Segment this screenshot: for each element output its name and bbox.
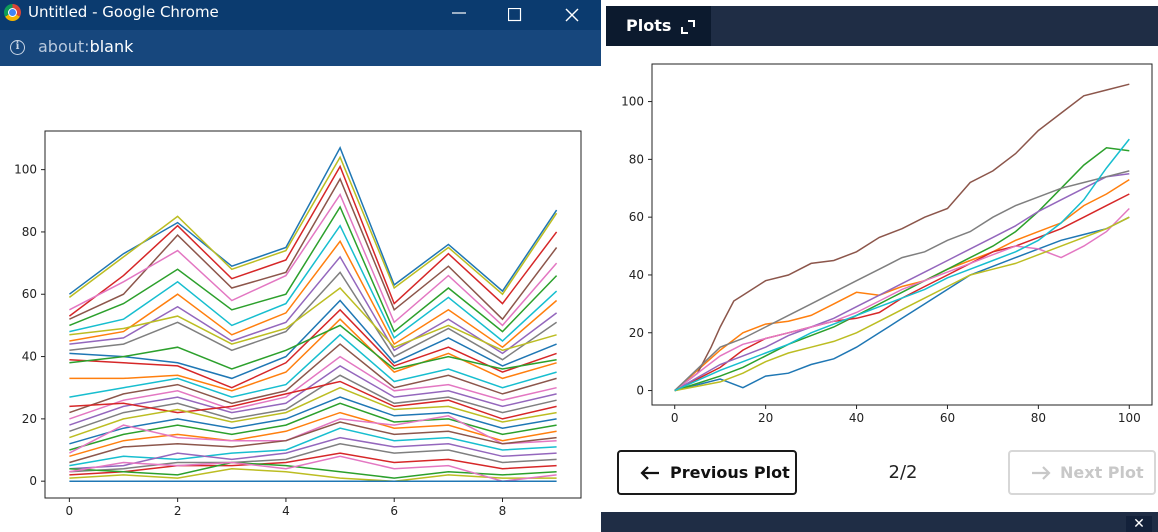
x-tick-label: 6 bbox=[390, 504, 398, 518]
series-line bbox=[69, 365, 557, 426]
series-line bbox=[69, 318, 557, 392]
series-line bbox=[69, 205, 558, 333]
series-line bbox=[68, 164, 558, 317]
next-plot-button[interactable]: Next Plot bbox=[1008, 450, 1156, 495]
address-bar[interactable]: i about:blank bbox=[0, 30, 601, 66]
series-line bbox=[69, 380, 557, 420]
x-tick-label: 2 bbox=[174, 504, 182, 518]
series-line bbox=[69, 308, 557, 389]
x-tick-label: 80 bbox=[1031, 411, 1046, 425]
y-tick-label: 40 bbox=[22, 350, 37, 364]
y-tick-label: 0 bbox=[636, 384, 644, 398]
y-tick-label: 60 bbox=[22, 287, 37, 301]
series-line bbox=[674, 216, 1130, 392]
url-scheme: about: bbox=[38, 37, 90, 56]
y-tick-label: 80 bbox=[22, 225, 37, 239]
series-line bbox=[69, 333, 557, 398]
next-plot-label: Next Plot bbox=[1060, 463, 1144, 482]
y-tick-label: 20 bbox=[629, 326, 644, 340]
y-tick-label: 20 bbox=[22, 412, 37, 426]
series-line bbox=[69, 271, 558, 361]
plot-pager: 2/2 bbox=[888, 462, 918, 483]
y-tick-label: 40 bbox=[629, 268, 644, 282]
y-tick-label: 80 bbox=[629, 152, 644, 166]
series-line bbox=[69, 436, 557, 470]
series-line bbox=[69, 411, 557, 458]
series-line bbox=[69, 443, 557, 473]
x-tick-label: 0 bbox=[66, 504, 74, 518]
series-line bbox=[69, 467, 557, 482]
y-tick-label: 60 bbox=[629, 210, 644, 224]
maximize-icon bbox=[508, 8, 522, 22]
y-tick-label: 100 bbox=[14, 163, 37, 177]
x-tick-label: 40 bbox=[849, 411, 864, 425]
series-line bbox=[674, 216, 1130, 392]
series-line bbox=[69, 343, 557, 414]
x-tick-label: 100 bbox=[1118, 411, 1141, 425]
series-line bbox=[674, 207, 1130, 392]
expand-icon[interactable] bbox=[680, 19, 696, 35]
series-line bbox=[674, 178, 1130, 392]
series-line bbox=[69, 324, 557, 370]
series-line bbox=[69, 193, 558, 327]
previous-plot-label: Previous Plot bbox=[670, 463, 790, 482]
series-line bbox=[69, 177, 558, 321]
chrome-logo-icon bbox=[4, 4, 21, 21]
window-title: Untitled - Google Chrome bbox=[28, 3, 219, 21]
arrow-left-icon bbox=[640, 466, 659, 480]
series-line bbox=[674, 147, 1130, 392]
plot-area bbox=[651, 63, 1153, 406]
close-icon[interactable]: ✕ bbox=[1126, 516, 1152, 532]
chrome-window: Untitled - Google Chrome i about:blank 0… bbox=[0, 0, 601, 518]
close-button[interactable] bbox=[548, 0, 596, 30]
series-line bbox=[69, 286, 557, 352]
y-tick-label: 100 bbox=[621, 95, 644, 109]
url-path: blank bbox=[89, 37, 134, 56]
tab-plots[interactable]: Plots bbox=[606, 6, 711, 46]
arrow-right-icon bbox=[1032, 466, 1051, 480]
x-tick-label: 20 bbox=[758, 411, 773, 425]
series-line bbox=[69, 396, 557, 445]
series-line bbox=[69, 427, 557, 467]
tab-plots-label: Plots bbox=[626, 16, 672, 35]
right-line-chart: 0 20 40 60 80 100 0 20 40 60 80 100 bbox=[621, 63, 1153, 425]
y-tick-label: 0 bbox=[29, 474, 37, 488]
url-text[interactable]: about:blank bbox=[38, 38, 133, 56]
minimize-button[interactable] bbox=[435, 0, 483, 30]
maximize-button[interactable] bbox=[491, 0, 539, 30]
minimize-icon bbox=[452, 12, 466, 14]
plots-pane: Plots 0 20 40 60 80 100 0 20 40 60 80 100 Previous … bbox=[601, 0, 1158, 532]
x-tick-label: 8 bbox=[499, 504, 507, 518]
info-icon[interactable]: i bbox=[10, 40, 25, 55]
x-tick-label: 0 bbox=[671, 411, 679, 425]
series-line bbox=[674, 173, 1130, 392]
series-line bbox=[69, 402, 557, 451]
series-line bbox=[674, 170, 1130, 392]
series-line bbox=[69, 421, 557, 464]
window-titlebar: Untitled - Google Chrome bbox=[0, 0, 601, 30]
pane-bottom-bar: ✕ bbox=[601, 512, 1158, 532]
x-tick-label: 4 bbox=[282, 504, 290, 518]
close-icon bbox=[565, 8, 579, 22]
series-line bbox=[68, 155, 558, 299]
series-line bbox=[69, 386, 557, 439]
series-line bbox=[68, 146, 558, 295]
plots-pane-header: Plots bbox=[601, 0, 1158, 46]
series-line bbox=[69, 415, 557, 454]
series-line bbox=[69, 239, 558, 349]
series-line bbox=[69, 455, 557, 482]
series-line bbox=[69, 224, 558, 342]
series-line bbox=[674, 83, 1130, 392]
series-line bbox=[69, 299, 557, 380]
series-line bbox=[674, 138, 1130, 392]
series-line bbox=[69, 355, 557, 420]
series-line bbox=[69, 452, 557, 476]
previous-plot-button[interactable]: Previous Plot bbox=[617, 450, 797, 495]
x-tick-label: 60 bbox=[940, 411, 955, 425]
